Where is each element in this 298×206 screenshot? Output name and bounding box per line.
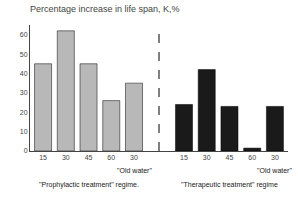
svg-text:"Old water": "Old water" <box>257 167 292 174</box>
svg-text:45: 45 <box>226 154 234 161</box>
svg-text:0: 0 <box>24 147 28 154</box>
svg-text:30: 30 <box>271 154 279 161</box>
svg-text:20: 20 <box>20 109 28 116</box>
svg-text:"Prophylactic treatment" regim: "Prophylactic treatment" regime. <box>39 181 139 189</box>
svg-text:45: 45 <box>85 154 93 161</box>
svg-text:"Therapeutic treatment" regime: "Therapeutic treatment" regime <box>181 181 278 189</box>
svg-text:15: 15 <box>39 154 47 161</box>
svg-text:50: 50 <box>20 51 28 58</box>
svg-text:30: 30 <box>203 154 211 161</box>
svg-text:30: 30 <box>20 89 28 96</box>
svg-text:30: 30 <box>130 154 138 161</box>
svg-text:60: 60 <box>20 31 28 38</box>
svg-text:10: 10 <box>20 128 28 135</box>
svg-text:60: 60 <box>107 154 115 161</box>
svg-text:60: 60 <box>248 154 256 161</box>
svg-text:Percentage increase in life sp: Percentage increase in life span, K,% <box>30 4 180 14</box>
svg-text:15: 15 <box>180 154 188 161</box>
svg-text:40: 40 <box>20 70 28 77</box>
svg-text:30: 30 <box>62 154 70 161</box>
svg-text:"Old water": "Old water" <box>117 167 152 174</box>
